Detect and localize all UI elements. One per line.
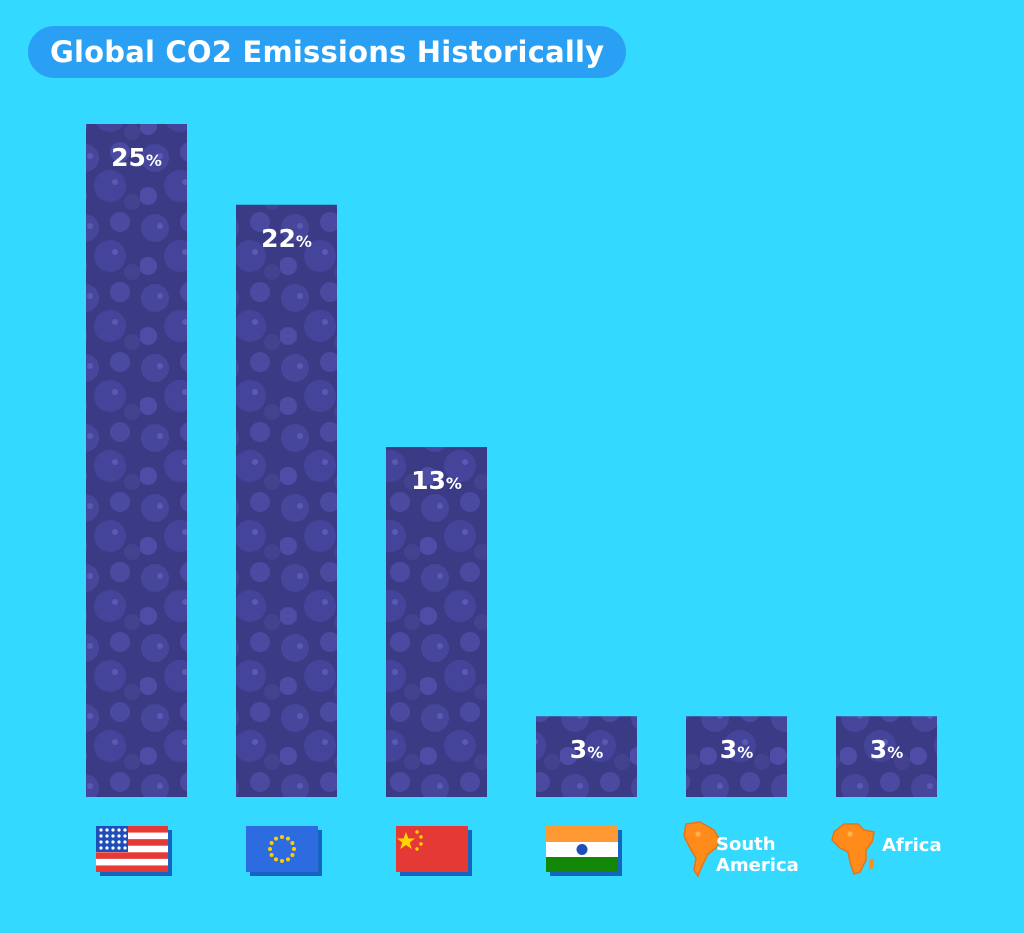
china-flag-icon (396, 826, 472, 876)
bar-china (386, 447, 487, 797)
bar-usa (86, 124, 187, 797)
bar-africa (836, 716, 937, 797)
india-flag-icon (546, 826, 622, 876)
category-label-africa: Africa (882, 835, 942, 856)
us-flag-icon (96, 826, 172, 876)
africa-icon: Africa (831, 823, 942, 875)
bar-value-label: 22% (261, 224, 312, 253)
bar-value-label: 3% (870, 735, 903, 764)
chart-title: Global CO2 Emissions Historically (28, 26, 627, 78)
bar-value-label: 13% (411, 466, 462, 495)
south-america-icon: South America (683, 821, 799, 878)
bar-south-america (686, 716, 787, 797)
bar-india (536, 716, 637, 797)
bar-value-label: 3% (720, 735, 753, 764)
bar-value-label: 3% (570, 735, 603, 764)
eu-flag-icon (246, 826, 322, 876)
bar-value-label: 25% (111, 143, 162, 172)
bar-eu (236, 204, 337, 797)
category-label-south-america: South America (716, 834, 799, 876)
